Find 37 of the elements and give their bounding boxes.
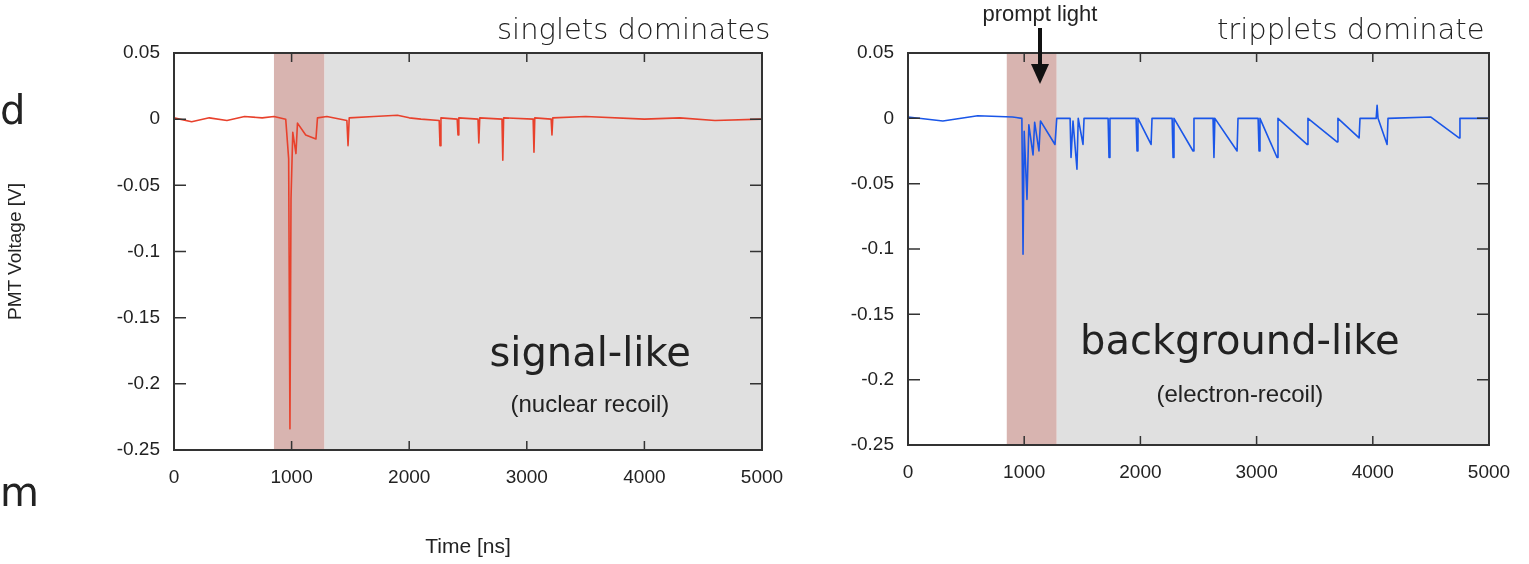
y-tick-label: -0.25 [116,438,160,460]
x-axis-title: Time [ns] [425,534,511,558]
y-tick-label: -0.25 [850,433,894,455]
x-tick-label: 1000 [270,465,313,487]
y-tick-label: 0 [883,106,894,128]
annotation: background-like [1080,317,1400,363]
x-tick-label: 5000 [1467,460,1511,482]
x-tick-label: 0 [902,460,914,482]
y-tick-label: -0.15 [850,302,894,324]
y-tick-label: 0.05 [857,41,894,63]
text: m [0,469,39,515]
x-tick-label: 2000 [388,465,431,487]
chart-title: singlets dominates [497,12,771,46]
x-tick-label: 2000 [1119,460,1162,482]
y-axis-title: PMT Voltage [V] [3,183,25,320]
x-tick-label: 5000 [740,465,784,487]
text: prompt light [982,1,1098,27]
text: d [0,87,26,133]
y-tick-label: -0.2 [861,367,894,389]
annotation: signal-like [489,329,691,375]
x-tick-label: 3000 [1235,460,1278,482]
x-tick-label: 1000 [1003,460,1046,482]
y-tick-label: -0.1 [127,239,160,261]
y-tick-label: -0.1 [861,237,894,259]
x-tick-label: 4000 [1351,460,1394,482]
y-tick-label: -0.05 [116,173,160,195]
x-tick-label: 0 [168,465,180,487]
y-tick-label: 0.05 [123,41,160,63]
y-tick-label: 0 [149,107,160,129]
x-tick-label: 4000 [623,465,666,487]
x-tick-label: 3000 [505,465,548,487]
annotation: (electron-recoil) [1156,380,1324,408]
y-tick-label: -0.15 [116,305,160,327]
chart-title: tripplets dominate [1217,12,1485,46]
y-tick-label: -0.2 [127,372,160,394]
y-tick-label: -0.05 [850,171,894,193]
annotation: (nuclear recoil) [510,390,670,418]
